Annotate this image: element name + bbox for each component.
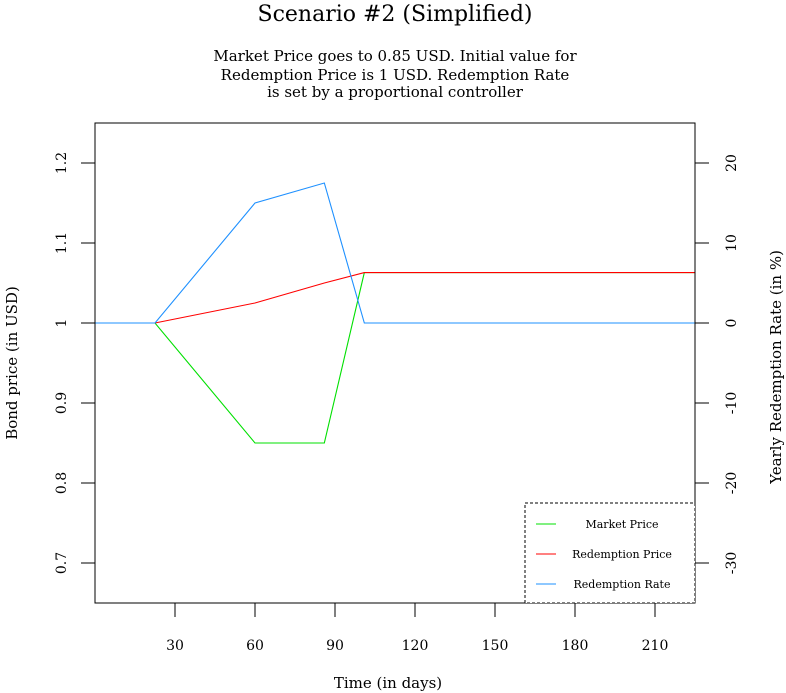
y-tick-label-1: 0.8 xyxy=(54,472,70,494)
chart-subtitle-line-2: Redemption Price is 1 USD. Redemption Ra… xyxy=(221,66,570,84)
x-tick-label-180: 180 xyxy=(562,638,589,654)
series-line-market-price xyxy=(95,272,695,444)
y2-tick-label-1: -20 xyxy=(724,472,740,495)
legend-label-market-price: Market Price xyxy=(585,518,658,531)
legend-label-redemption-rate: Redemption Rate xyxy=(574,578,671,591)
legend-box xyxy=(524,502,696,604)
series-line-redemption-price xyxy=(95,272,695,324)
series-line-redemption-rate xyxy=(95,182,695,324)
y-tick-label-4: 1.1 xyxy=(54,232,70,254)
x-tick-label-150: 150 xyxy=(482,638,509,654)
y2-tick-label-5: 20 xyxy=(724,154,740,172)
y-tick-label-3: 1 xyxy=(54,319,70,328)
legend-label-redemption-price: Redemption Price xyxy=(572,548,672,561)
y2-tick-label-0: -30 xyxy=(724,552,740,575)
x-tick-label-30: 30 xyxy=(166,638,184,654)
legend: Market Price Redemption Price Redemption R… xyxy=(524,502,696,604)
y2-tick-label-4: 10 xyxy=(724,234,740,252)
chart-subtitle-line-3: is set by a proportional controller xyxy=(267,83,524,101)
y2-axis-label: Yearly Redemption Rate (in %) xyxy=(767,250,785,485)
x-tick-label-120: 120 xyxy=(402,638,429,654)
axes-layer: 30 60 90 120 150 180 210 0.7 0.8 0.9 1 1.1 1.2 -30 -20… xyxy=(54,122,740,654)
y2-tick-label-2: -10 xyxy=(724,392,740,415)
chart-title: Scenario #2 (Simplified) xyxy=(258,2,533,27)
x-tick-label-90: 90 xyxy=(326,638,344,654)
x-tick-label-210: 210 xyxy=(642,638,669,654)
x-axis-label: Time (in days) xyxy=(334,674,442,692)
series-layer xyxy=(95,182,695,444)
x-tick-label-60: 60 xyxy=(246,638,264,654)
y-axis-label: Bond price (in USD) xyxy=(3,286,21,440)
plot-frame xyxy=(94,122,696,604)
y-tick-label-0: 0.7 xyxy=(54,552,70,574)
y2-tick-label-3: 0 xyxy=(724,319,740,328)
chart-subtitle-line-1: Market Price goes to 0.85 USD. Initial v… xyxy=(213,47,577,65)
y-tick-label-2: 0.9 xyxy=(54,392,70,414)
y-tick-label-5: 1.2 xyxy=(54,152,70,174)
